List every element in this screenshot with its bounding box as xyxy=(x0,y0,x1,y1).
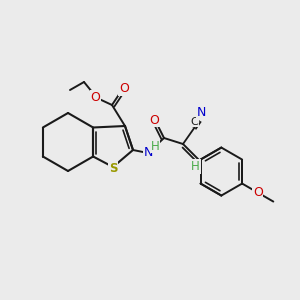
Text: C: C xyxy=(190,117,198,127)
Text: H: H xyxy=(151,140,159,152)
Text: N: N xyxy=(143,146,153,158)
Text: O: O xyxy=(149,113,159,127)
Text: O: O xyxy=(91,91,100,104)
Text: N: N xyxy=(196,106,206,119)
Text: S: S xyxy=(109,162,117,175)
Text: O: O xyxy=(253,186,263,199)
Text: H: H xyxy=(191,160,200,173)
Text: O: O xyxy=(119,82,129,95)
